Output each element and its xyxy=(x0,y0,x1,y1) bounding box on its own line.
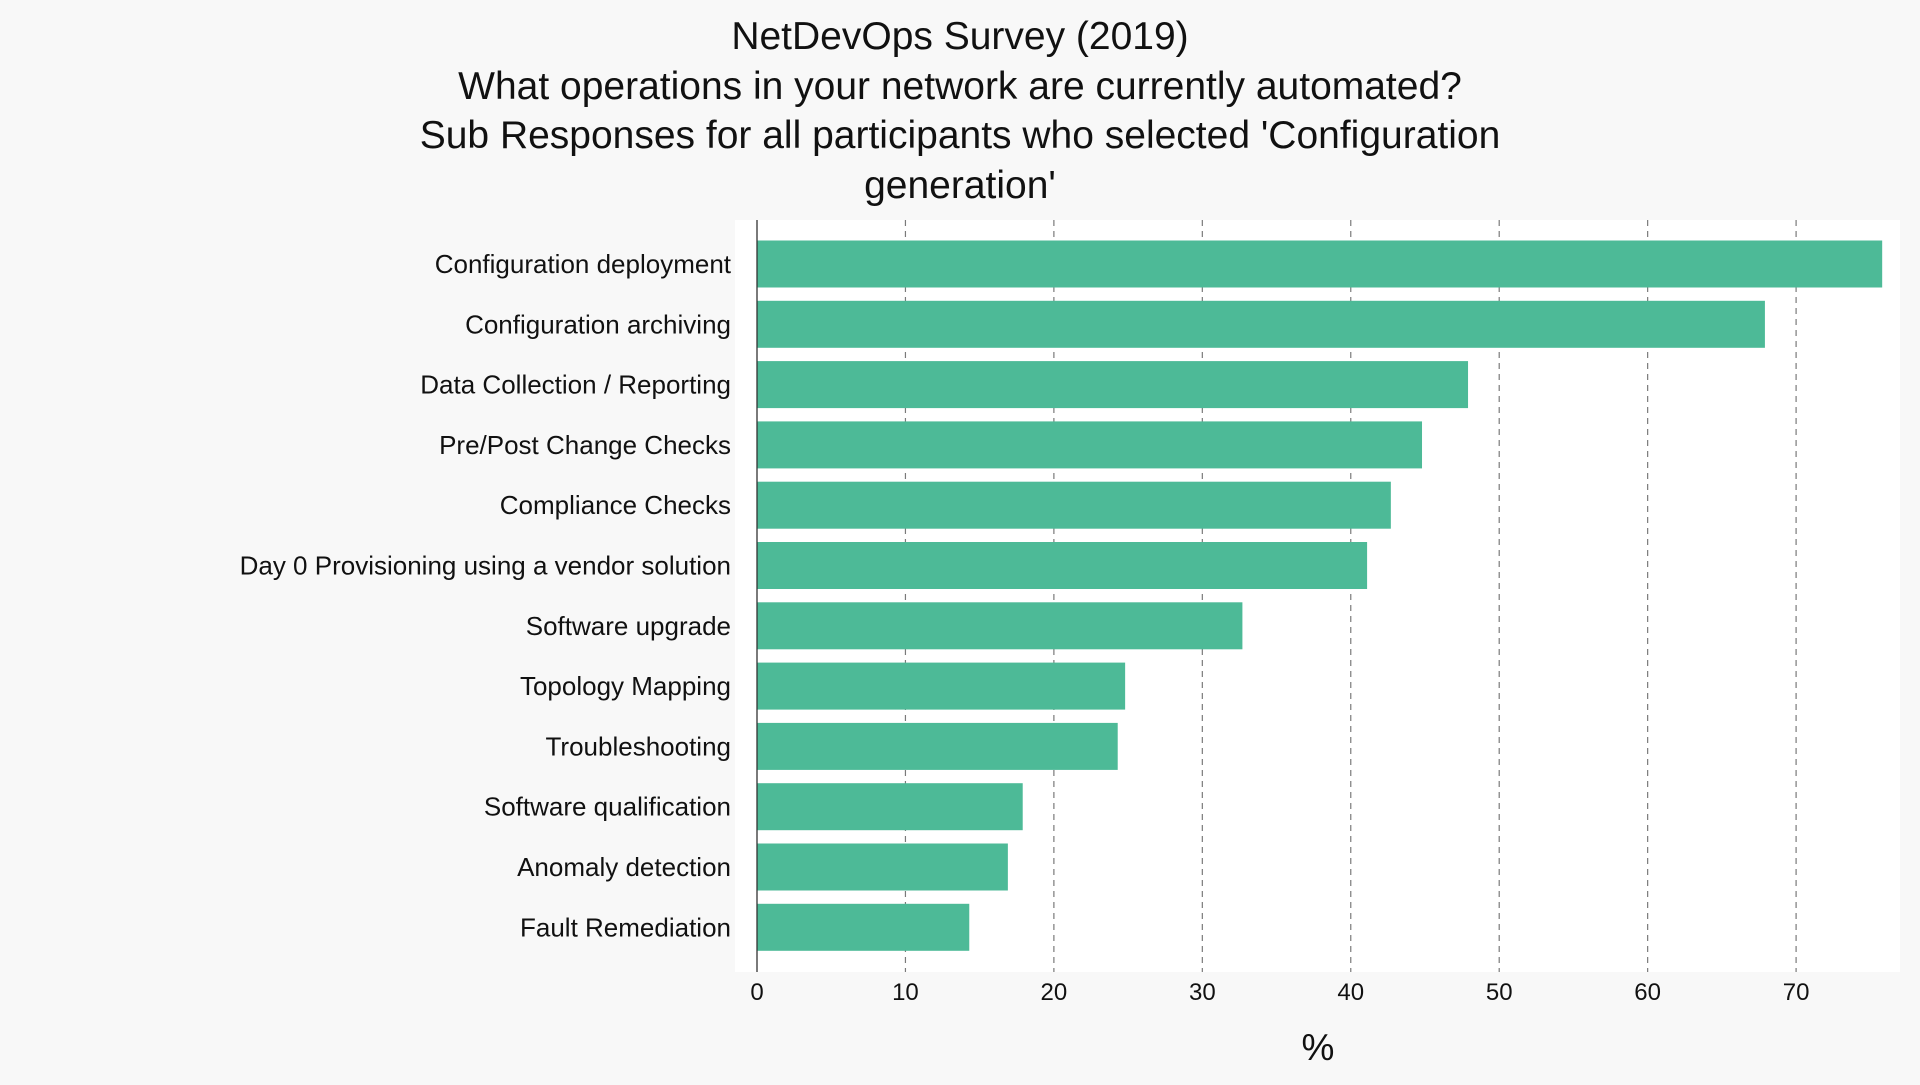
bars xyxy=(757,240,1883,951)
bar xyxy=(757,662,1126,710)
title-line-2: What operations in your network are curr… xyxy=(458,65,1462,108)
bar xyxy=(757,843,1008,891)
bar xyxy=(757,602,1243,650)
bar xyxy=(757,542,1368,589)
bar xyxy=(757,722,1118,770)
x-tick-labels: 0 10 20 30 40 50 60 70 xyxy=(750,979,1809,1006)
category-label: Configuration archiving xyxy=(465,309,731,339)
category-label: Topology Mapping xyxy=(520,671,731,701)
x-tick-label: 10 xyxy=(892,979,919,1006)
bar xyxy=(757,421,1423,469)
category-label: Software qualification xyxy=(484,792,731,822)
bar xyxy=(757,903,970,951)
bar xyxy=(757,783,1023,831)
x-tick-label: 30 xyxy=(1189,979,1216,1006)
x-axis-label: % xyxy=(1302,1027,1335,1068)
category-label: Pre/Post Change Checks xyxy=(439,430,731,460)
x-tick-label: 70 xyxy=(1783,979,1810,1006)
category-label: Day 0 Provisioning using a vendor soluti… xyxy=(240,551,731,581)
category-label: Troubleshooting xyxy=(546,731,732,761)
x-tick-label: 20 xyxy=(1041,979,1068,1006)
category-label: Fault Remediation xyxy=(520,912,731,942)
bar xyxy=(757,361,1469,409)
bar xyxy=(757,240,1883,288)
title-line-4: generation' xyxy=(864,164,1056,207)
x-tick-label: 0 xyxy=(750,979,763,1006)
bar xyxy=(757,481,1391,529)
title-line-1: NetDevOps Survey (2019) xyxy=(731,15,1188,58)
category-label: Data Collection / Reporting xyxy=(420,370,731,400)
category-label: Software upgrade xyxy=(526,611,731,641)
bar xyxy=(757,300,1765,348)
title-line-3: Sub Responses for all participants who s… xyxy=(420,114,1501,157)
category-label: Compliance Checks xyxy=(500,490,731,520)
category-labels: Configuration deployment Configuration ar… xyxy=(240,249,732,942)
category-label: Anomaly detection xyxy=(517,852,731,882)
x-tick-label: 50 xyxy=(1486,979,1513,1006)
x-tick-label: 60 xyxy=(1634,979,1661,1006)
x-tick-label: 40 xyxy=(1337,979,1364,1006)
chart-title: NetDevOps Survey (2019) What operations … xyxy=(420,15,1501,207)
category-label: Configuration deployment xyxy=(435,249,732,279)
